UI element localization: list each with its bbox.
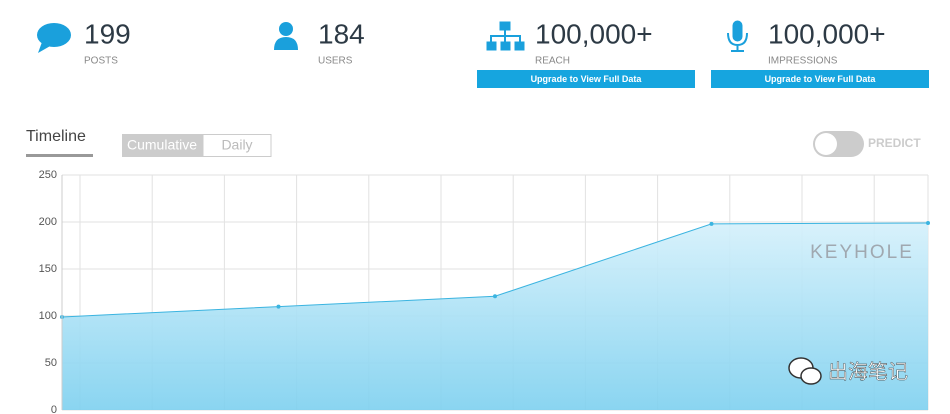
stat-label: REACH [535, 56, 570, 67]
stat-label: IMPRESSIONS [768, 56, 838, 67]
upgrade-label[interactable]: Upgrade to View Full Data [765, 74, 877, 84]
point [493, 294, 497, 299]
upgrade-button[interactable] [477, 70, 695, 88]
stat-value: 100,000+ [768, 18, 886, 49]
chart: 0 50 100 150 200 250 [39, 169, 930, 414]
icon-posts [37, 23, 71, 53]
icon-impressions [727, 20, 748, 52]
tab-title[interactable]: Timeline [26, 128, 86, 145]
toggle-knob[interactable] [815, 133, 837, 155]
icon-users [274, 22, 298, 50]
wechat-icon [788, 357, 822, 385]
option-label[interactable]: Cumulative [127, 137, 197, 153]
point [709, 221, 714, 226]
icon-reach [486, 21, 525, 51]
y-tick-label: 200 [39, 216, 57, 228]
stat-value: 184 [318, 18, 365, 49]
option-label[interactable]: Daily [221, 137, 252, 153]
stat-value: 199 [84, 18, 131, 49]
y-tick-label: 150 [39, 263, 57, 275]
y-tick-label: 100 [39, 310, 57, 322]
option-inactive[interactable] [202, 134, 272, 157]
y-tick-label: 50 [45, 357, 57, 369]
watermark: KEYHOLE [810, 242, 914, 263]
upgrade-button[interactable] [711, 70, 929, 88]
y-tick-label: 250 [39, 169, 57, 181]
area [62, 222, 928, 410]
stat-value: 100,000+ [535, 18, 653, 49]
point [926, 220, 930, 225]
toggle-label[interactable]: PREDICT [868, 136, 921, 150]
option-active[interactable] [122, 134, 203, 157]
y-tick-label: 0 [51, 404, 57, 414]
watermark: 出海笔记 [828, 360, 908, 383]
upgrade-label[interactable]: Upgrade to View Full Data [531, 74, 643, 84]
stat-label: USERS [318, 56, 353, 67]
tab-underline [26, 154, 93, 157]
stat-label: POSTS [84, 56, 118, 67]
point [276, 304, 281, 309]
